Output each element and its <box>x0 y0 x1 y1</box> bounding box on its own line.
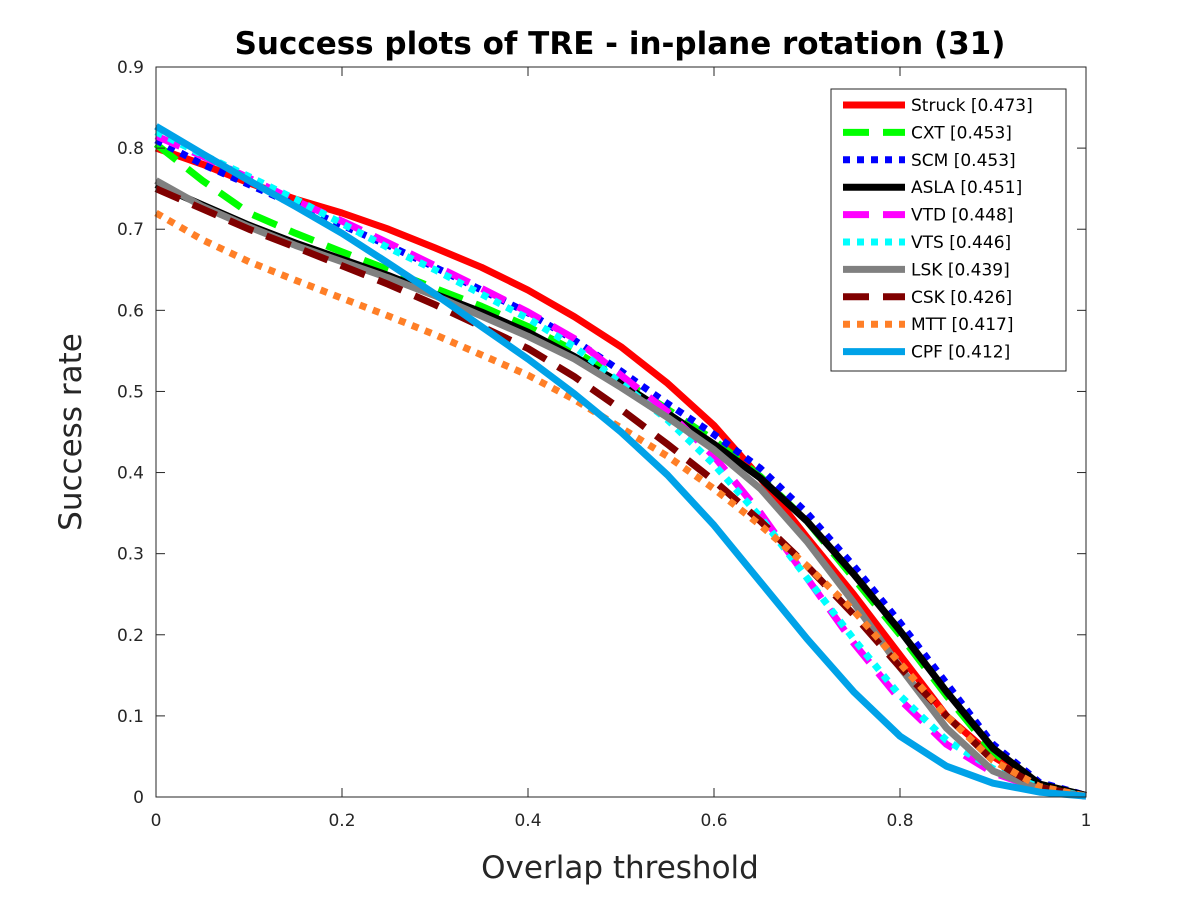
x-tick-label: 0.8 <box>886 811 913 831</box>
y-axis-label: Success rate <box>53 333 89 531</box>
y-tick-label: 0.9 <box>117 58 144 78</box>
legend-entry-2: SCM [0.453] <box>911 151 1016 171</box>
y-tick-label: 0.2 <box>117 626 144 646</box>
legend-box <box>830 88 1067 372</box>
x-tick-label: 1 <box>1081 811 1092 831</box>
x-axis-label: Overlap threshold <box>481 850 759 886</box>
chart-title: Success plots of TRE - in-plane rotation… <box>235 26 1006 62</box>
axes-box <box>155 66 1087 798</box>
x-tick-label: 0.2 <box>328 811 355 831</box>
y-tick-label: 0.1 <box>117 707 144 727</box>
y-tick-label: 0.7 <box>117 220 144 240</box>
axes-layer <box>155 66 1087 798</box>
legend: Struck [0.473] CXT [0.453] SCM [0.453] ASLA… <box>830 88 1067 372</box>
legend-entry-1: CXT [0.453] <box>911 123 1012 143</box>
series-line-9 <box>154 123 1087 800</box>
y-tick-label: 0.4 <box>117 464 144 484</box>
y-tick-label: 0.3 <box>117 545 144 565</box>
legend-entry-6: LSK [0.439] <box>911 260 1010 280</box>
series-layer <box>153 123 1087 800</box>
series-line-5 <box>154 128 1087 800</box>
legend-entry-5: VTS [0.446] <box>911 233 1011 253</box>
legend-entry-8: MTT [0.417] <box>911 315 1013 335</box>
legend-entry-3: ASLA [0.451] <box>911 178 1022 198</box>
x-tick-label: 0.6 <box>700 811 727 831</box>
ticks-layer: 0 0.2 0.4 0.6 0.8 1 0 0.1 0.2 0.3 0.4 0.5 0.6 0.7 0.8 0… <box>117 58 1091 831</box>
y-tick-label: 0.5 <box>117 382 144 402</box>
legend-entry-7: CSK [0.426] <box>911 288 1012 308</box>
legend-entry-0: Struck [0.473] <box>911 96 1033 116</box>
y-tick-label: 0.6 <box>117 301 144 321</box>
legend-entry-4: VTD [0.448] <box>911 206 1013 226</box>
x-tick-label: 0 <box>151 811 162 831</box>
y-tick-label: 0 <box>133 788 144 808</box>
x-tick-label: 0.4 <box>514 811 541 831</box>
legend-entry-9: CPF [0.412] <box>911 343 1010 363</box>
y-tick-label: 0.8 <box>117 139 144 159</box>
series-line-8 <box>154 209 1087 800</box>
